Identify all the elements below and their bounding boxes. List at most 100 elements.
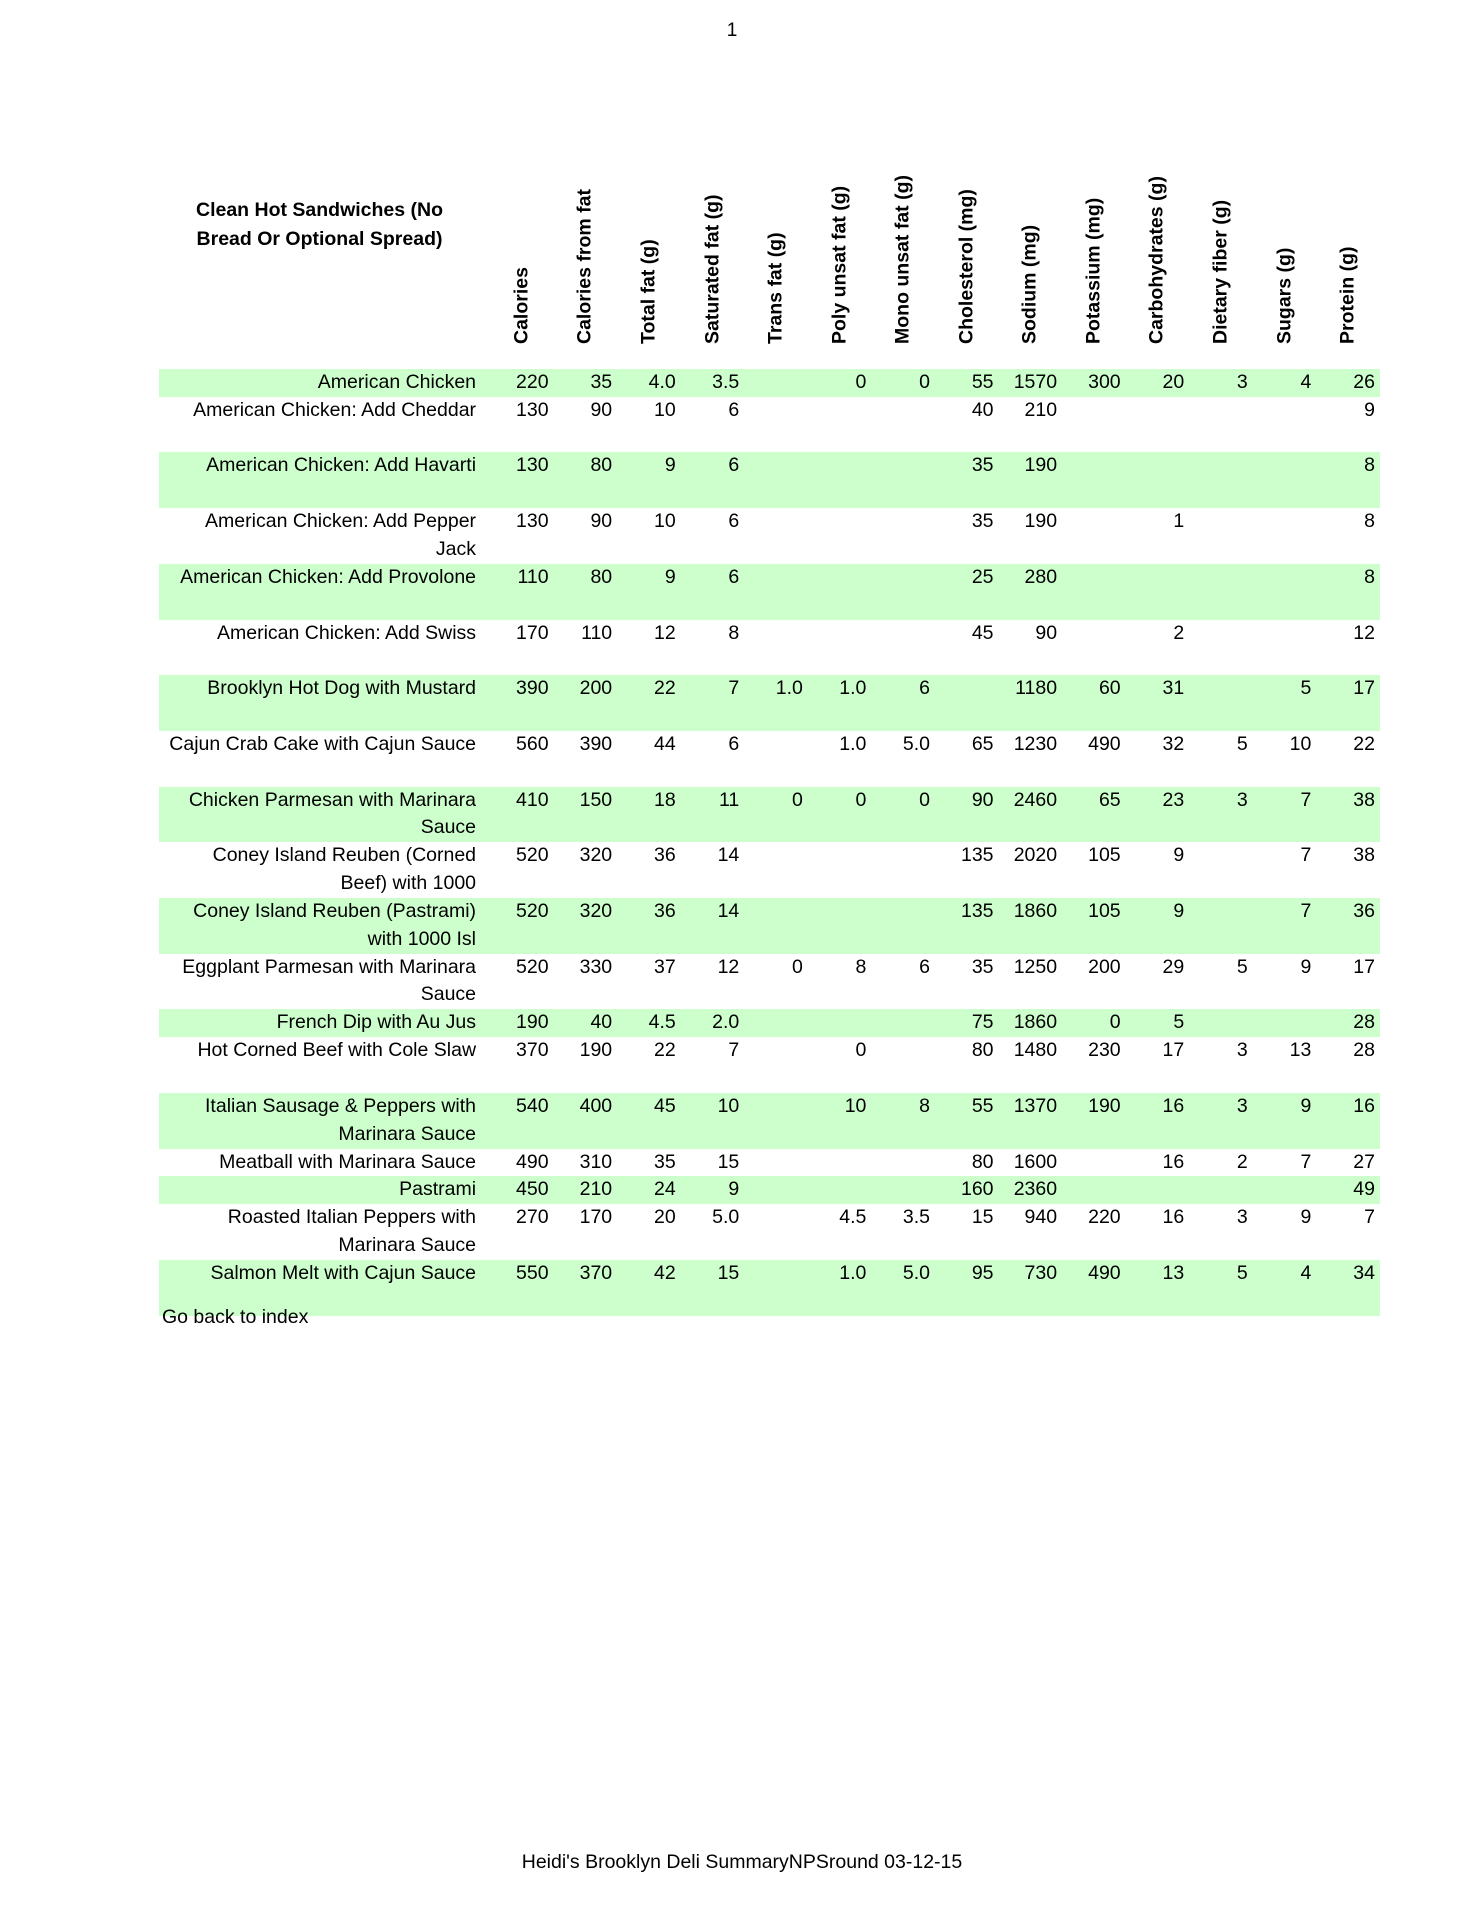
cell-value: 0 — [871, 786, 935, 843]
cell-value: 1600 — [1013, 1150, 1058, 1173]
cell-value: 3 — [1189, 786, 1253, 843]
cell-value: 6 — [728, 732, 740, 755]
cell-value: 7 — [680, 675, 745, 731]
cell-value: 1860 — [998, 1009, 1063, 1038]
cell-value — [1125, 1176, 1190, 1205]
cell-value: 80 — [553, 563, 618, 620]
cell-value: 13 — [1289, 1039, 1312, 1062]
cell-value: 8 — [728, 621, 740, 644]
cell-value: 5.0 — [902, 732, 930, 755]
page-footer: Heidi's Brooklyn Deli SummaryNPSround 03… — [521, 1851, 963, 1873]
cell-value: 13 — [1125, 1259, 1190, 1316]
item-name: Hot Corned Beef with Cole Slaw — [197, 1039, 477, 1062]
cell-value: 7 — [1364, 1206, 1375, 1229]
cell-value: 5.0 — [871, 1259, 935, 1316]
cell-value — [744, 1037, 808, 1093]
cell-value: 35 — [971, 510, 994, 533]
cell-value: 17 — [1162, 1039, 1185, 1062]
cell-value: 15 — [680, 1259, 745, 1316]
cell-value — [744, 1092, 808, 1149]
column-header-label: Calories from fat — [573, 189, 596, 344]
table-row: Brooklyn Hot Dog with Mustard 390 200 22 7 1.… — [159, 675, 1380, 731]
cell-value: 4.0 — [617, 369, 681, 397]
cell-value — [1062, 620, 1126, 676]
table-row: Coney Island Reuben (Corned Beef) with 1… — [159, 842, 1380, 898]
cell-value: 7 — [1252, 786, 1317, 843]
cell-value: 2360 — [998, 1176, 1063, 1205]
cell-value: 60 — [1062, 675, 1126, 731]
cell-value — [807, 1176, 872, 1205]
cell-value: 40 — [553, 1009, 618, 1038]
cell-value: 2020 — [1013, 844, 1058, 867]
item-name: Cajun Crab Cake with Cajun Sauce — [169, 732, 477, 755]
column-header: Protein (g) — [1316, 121, 1380, 369]
cell-value: 7 — [1300, 1150, 1312, 1173]
cell-value: 80 — [971, 1039, 994, 1062]
cell-value — [1252, 1176, 1317, 1205]
cell-value: 9 — [1173, 844, 1185, 867]
cell-value — [871, 1149, 935, 1177]
cell-value — [1189, 675, 1253, 731]
item-name: Roasted Italian Peppers with Marinara Sa… — [227, 1206, 477, 1256]
header-row: Clean Hot Sandwiches (No Bread Or Option… — [159, 121, 1380, 369]
cell-value: 0 — [871, 369, 935, 397]
cell-value: 1 — [1173, 510, 1185, 533]
table-row: American Chicken: Add Swiss 170 110 12 8 45 90… — [159, 620, 1380, 676]
column-header: Mono unsat fat (g) — [871, 121, 935, 369]
item-name: American Chicken: Add Cheddar — [193, 398, 477, 421]
table-row: Italian Sausage & Peppers with Marinara … — [159, 1092, 1380, 1149]
cell-value: 34 — [1316, 1259, 1380, 1316]
cell-value: 5.0 — [712, 1206, 740, 1229]
cell-value — [1189, 563, 1253, 620]
cell-value: 0 — [855, 1039, 867, 1062]
table-row: American Chicken: Add Cheddar 130 90 10 6 40 2… — [159, 397, 1380, 453]
cell-value: 410 — [490, 786, 554, 843]
cell-value: 22 — [617, 675, 681, 731]
cell-value: 6 — [919, 955, 930, 978]
cell-value: 24 — [617, 1176, 681, 1205]
cell-value: 45 — [617, 1092, 681, 1149]
cell-value: 320 — [579, 844, 613, 867]
cell-value: 200 — [1088, 955, 1121, 978]
cell-value: 190 — [1024, 510, 1058, 533]
cell-value — [808, 508, 872, 564]
cell-value: 200 — [553, 675, 618, 731]
cell-value: 28 — [1353, 1039, 1375, 1062]
cell-value: 16 — [1162, 1206, 1185, 1229]
column-header-label: Saturated fat (g) — [701, 194, 723, 344]
table-row: Coney Island Reuben (Pastrami) with 1000… — [159, 897, 1380, 954]
cell-value — [744, 452, 808, 509]
column-header-label: Sodium (mg) — [1018, 224, 1041, 344]
cell-value: 22 — [1353, 732, 1375, 755]
cell-value: 230 — [1088, 1039, 1121, 1062]
cell-value: 0 — [791, 955, 803, 978]
cell-value: 8 — [855, 955, 867, 978]
cell-value: 36 — [654, 844, 676, 867]
cell-value: 190 — [998, 452, 1063, 509]
cell-value — [744, 369, 808, 397]
cell-value — [744, 508, 808, 564]
column-header: Poly unsat fat (g) — [808, 121, 872, 369]
cell-value — [807, 452, 872, 509]
cell-value: 16 — [1162, 1150, 1185, 1173]
cell-value: 42 — [617, 1259, 681, 1316]
table-row: Chicken Parmesan with Marinara Sauce 410 1… — [159, 786, 1380, 843]
cell-value — [744, 1204, 808, 1260]
cell-value — [807, 1009, 872, 1038]
cell-value: 0 — [807, 369, 872, 397]
cell-value: 170 — [579, 1206, 613, 1229]
cell-value: 110 — [490, 563, 554, 620]
cell-value: 38 — [1316, 786, 1380, 843]
cell-value: 12 — [654, 621, 676, 644]
cell-value: 8 — [1316, 452, 1380, 509]
cell-value: 35 — [934, 452, 999, 509]
cell-value — [744, 563, 808, 620]
column-header: Dietary fiber (g) — [1189, 121, 1253, 369]
cell-value: 3.5 — [902, 1206, 930, 1229]
cell-value: 11 — [680, 786, 745, 843]
column-header: Total fat (g) — [617, 121, 681, 369]
go-back-link[interactable]: Go back to index — [162, 1306, 309, 1328]
cell-value: 32 — [1162, 732, 1185, 755]
cell-value: 8 — [871, 1092, 935, 1149]
cell-value: 9 — [1300, 955, 1312, 978]
